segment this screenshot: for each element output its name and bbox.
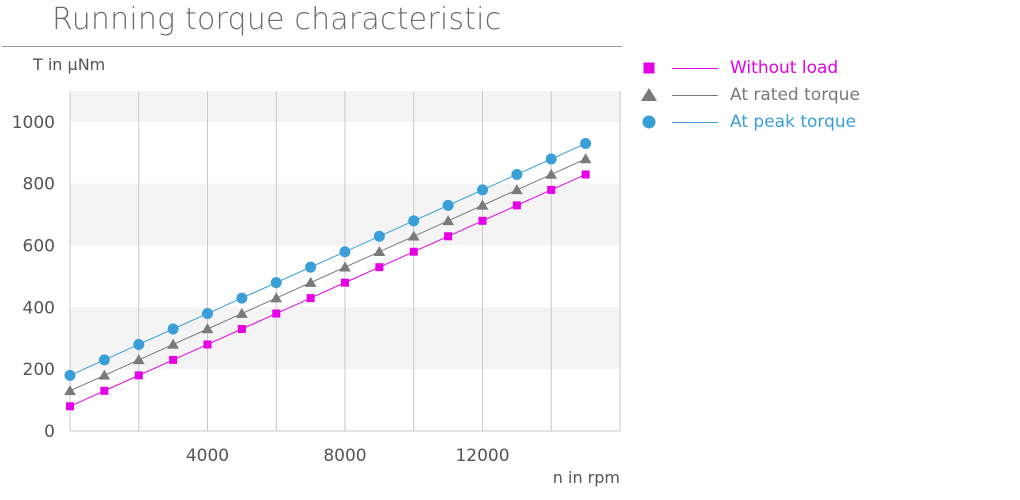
data-point-series-1 [167,338,180,349]
series-line-2 [69,143,586,376]
data-point-series-0 [169,355,178,364]
data-point-series-0 [237,325,246,333]
legend-marker-circle [642,115,656,129]
data-point-series-0 [581,170,590,179]
data-point-series-1 [64,385,76,396]
y-tick-label: 600 [23,237,55,257]
data-point-series-0 [66,402,74,411]
data-point-series-0 [547,185,556,194]
y-tick-label: 200 [23,360,55,380]
data-point-series-2 [202,308,213,320]
data-point-series-1 [476,199,489,210]
y-tick-label: 400 [23,298,55,318]
y-axis-label: T in µNm [32,55,105,74]
data-point-series-0 [100,386,109,395]
data-point-series-0 [478,216,487,225]
data-point-series-0 [134,371,143,380]
series-line-0 [69,173,586,407]
x-tick-label: 12000 [455,446,509,466]
legend-line [672,67,718,69]
x-tick-label: 4000 [186,446,229,466]
data-point-series-2 [305,261,317,273]
data-point-series-2 [545,153,557,165]
legend-item-2: At peak torque [636,111,856,133]
data-point-series-0 [272,309,281,318]
legend-label: At peak torque [730,112,857,132]
y-tick-label: 800 [23,175,55,195]
data-point-series-2 [167,323,179,335]
data-point-series-2 [133,338,145,350]
x-tick-label: 8000 [323,446,366,466]
data-point-series-1 [270,292,283,303]
data-point-series-2 [580,138,592,150]
legend-item-0: Without load [636,57,838,79]
legend-marker-triangle [641,88,657,101]
data-point-series-2 [477,184,488,196]
legend-line [672,94,718,96]
data-point-series-2 [442,199,454,211]
data-point-series-0 [341,278,349,287]
data-point-series-0 [444,232,453,241]
data-point-series-2 [270,277,282,289]
y-tick-label: 0 [44,422,55,442]
data-point-series-1 [373,246,386,257]
data-point-series-2 [339,246,351,258]
data-point-series-2 [373,230,385,242]
data-point-series-1 [201,323,214,334]
data-point-series-0 [375,263,384,272]
data-point-series-1 [304,276,317,287]
data-point-series-2 [64,369,76,381]
legend-line [672,121,718,123]
data-point-series-1 [339,261,351,272]
data-point-series-1 [235,307,248,318]
x-axis-label: n in rpm [553,468,620,487]
data-point-series-2 [511,168,523,180]
data-point-series-0 [203,340,212,349]
y-tick-label: 1000 [12,113,55,133]
legend-label: Without load [730,58,839,78]
data-point-series-0 [512,201,521,210]
data-point-series-2 [98,354,110,366]
data-point-series-1 [545,168,558,179]
data-point-series-1 [510,184,523,195]
series-line-1 [69,158,586,392]
data-point-series-1 [442,215,455,226]
data-point-series-1 [98,369,111,380]
data-point-series-0 [409,247,418,256]
chart-title: Running torque characteristic [52,2,502,37]
data-point-series-0 [306,294,315,303]
title-divider [2,46,622,47]
data-point-series-1 [132,354,145,365]
data-point-series-1 [579,153,592,164]
data-point-series-2 [408,215,420,227]
data-point-series-2 [236,292,248,304]
legend-label: At rated torque [730,85,860,105]
data-point-series-1 [407,230,420,241]
legend-marker-square [643,62,655,74]
legend-item-1: At rated torque [636,84,860,106]
